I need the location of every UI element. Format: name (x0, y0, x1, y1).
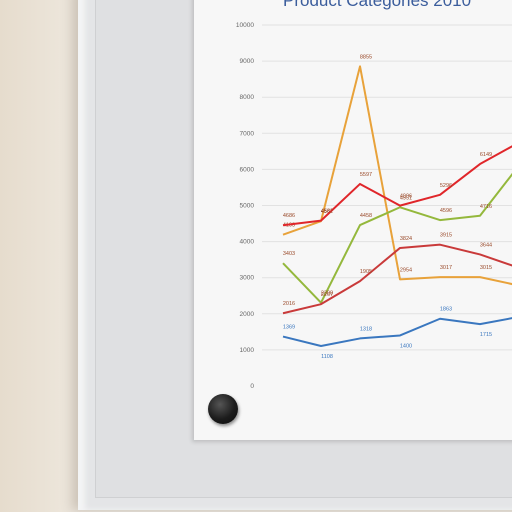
y-tick-label: 6000 (240, 166, 255, 173)
data-label: 6149 (480, 152, 492, 158)
series-line (282, 145, 512, 227)
data-label: 4458 (360, 213, 372, 219)
series-line (282, 172, 512, 304)
data-label: 5296 (440, 183, 452, 189)
chart-title: Product Categories 2010 (283, 0, 472, 10)
data-label: 1863 (440, 307, 452, 313)
data-label: 3015 (480, 265, 492, 271)
data-label: 1400 (400, 343, 412, 349)
data-label: 4996 (400, 194, 412, 200)
data-label: 2267 (321, 292, 333, 298)
data-label: 4582 (321, 209, 333, 215)
y-tick-label: 7000 (240, 130, 255, 137)
data-label: 1318 (360, 326, 372, 332)
series-line (282, 65, 512, 286)
magnet (208, 394, 238, 424)
data-label: 8855 (360, 54, 372, 60)
series-line (282, 317, 512, 348)
y-tick-label: 0 (250, 383, 254, 390)
data-label: 1715 (480, 332, 492, 338)
data-label: 4567 (321, 209, 333, 215)
data-label: 1108 (321, 354, 333, 360)
data-label: 2954 (400, 267, 412, 273)
data-label: 5597 (360, 172, 372, 178)
data-label: 3644 (480, 242, 492, 248)
data-label: 4193 (283, 223, 295, 229)
y-tick-label: 8000 (240, 94, 255, 101)
data-label: 3824 (400, 236, 412, 242)
series-line (282, 243, 512, 315)
data-label: 1905 (360, 269, 372, 275)
y-tick-label: 2000 (240, 311, 255, 318)
data-label: 2016 (283, 301, 295, 307)
data-label: 3915 (440, 233, 452, 239)
data-label: 3403 (283, 251, 295, 257)
y-tick-label: 4000 (240, 239, 255, 246)
data-label: 2308 (321, 291, 333, 297)
data-label: 4951 (400, 195, 412, 201)
data-label: 1369 (283, 325, 295, 331)
y-tick-label: 3000 (240, 275, 255, 282)
data-label: 4596 (440, 208, 452, 214)
data-label: 3017 (440, 265, 452, 271)
y-tick-label: 5000 (240, 203, 255, 210)
data-label: 4686 (283, 213, 295, 219)
y-tick-label: 10000 (236, 22, 254, 29)
data-label: 4716 (480, 204, 492, 210)
chart-paper (194, 0, 512, 440)
y-tick-label: 9000 (240, 58, 255, 65)
y-tick-label: 1000 (240, 347, 255, 354)
